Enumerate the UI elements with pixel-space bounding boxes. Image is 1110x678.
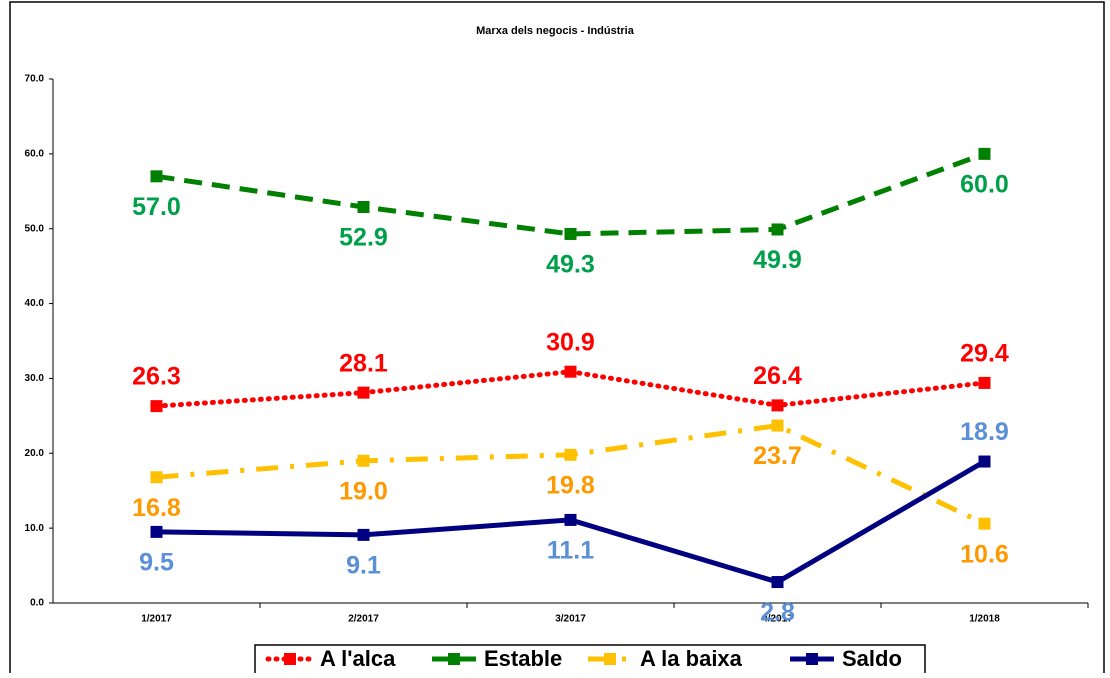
marker: [564, 513, 577, 526]
legend-label: A la baixa: [640, 646, 743, 671]
marker: [357, 201, 370, 214]
x-tick-label: 4/2017: [762, 614, 793, 625]
data-label: 9.1: [346, 551, 381, 579]
chart-title: Marxa dels negocis - Indústria: [476, 25, 635, 37]
data-label: 30.9: [546, 328, 595, 356]
marker: [150, 525, 163, 538]
data-label: 29.4: [960, 340, 1009, 368]
marker: [150, 471, 163, 484]
chart-border: [9, 1, 1105, 678]
data-label: 18.9: [960, 418, 1009, 446]
marker: [150, 400, 163, 413]
marker: [771, 576, 784, 589]
data-label: 49.3: [546, 251, 595, 279]
marker: [771, 399, 784, 412]
x-tick-label: 3/2017: [555, 614, 586, 625]
legend-label: Estable: [484, 646, 562, 671]
marker: [564, 448, 577, 461]
legend-marker: [806, 653, 818, 665]
marker: [978, 517, 991, 530]
marker: [357, 528, 370, 541]
legend-label: Saldo: [842, 646, 902, 671]
marker: [150, 170, 163, 183]
data-label: 52.9: [339, 224, 388, 252]
x-tick-label: 2/2017: [348, 614, 379, 625]
marker: [564, 227, 577, 240]
y-tick-label: 60.0: [25, 148, 45, 159]
y-tick-label: 20.0: [25, 448, 45, 459]
data-label: 28.1: [339, 349, 388, 377]
data-label: 23.7: [753, 442, 802, 470]
data-label: 57.0: [132, 193, 181, 221]
y-tick-label: 10.0: [25, 523, 45, 534]
x-tick-label: 1/2018: [969, 614, 1000, 625]
y-tick-label: 30.0: [25, 373, 45, 384]
data-label: 16.8: [132, 494, 181, 522]
data-label: 60.0: [960, 170, 1009, 198]
marker: [771, 223, 784, 236]
legend-marker: [448, 653, 460, 665]
data-label: 2.8: [760, 599, 795, 627]
legend-label: A l'alca: [320, 646, 396, 671]
data-label: 11.1: [547, 537, 594, 565]
marker: [357, 386, 370, 399]
data-label: 26.3: [132, 363, 181, 391]
legend-marker: [284, 653, 296, 665]
legend-marker: [604, 653, 616, 665]
y-tick-label: 0.0: [30, 598, 44, 609]
marker: [978, 147, 991, 160]
data-label: 19.8: [546, 471, 595, 499]
marker: [978, 455, 991, 468]
data-label: 10.6: [960, 540, 1009, 568]
marker: [978, 376, 991, 389]
data-label: 49.9: [753, 246, 802, 274]
marker: [357, 454, 370, 467]
x-tick-label: 1/2017: [141, 614, 172, 625]
y-tick-label: 50.0: [25, 223, 45, 234]
data-label: 26.4: [753, 362, 802, 390]
data-label: 19.0: [339, 477, 388, 505]
data-label: 9.5: [139, 548, 174, 576]
y-tick-label: 70.0: [25, 74, 45, 85]
y-tick-label: 40.0: [25, 298, 45, 309]
marker: [564, 365, 577, 378]
marker: [771, 419, 784, 432]
